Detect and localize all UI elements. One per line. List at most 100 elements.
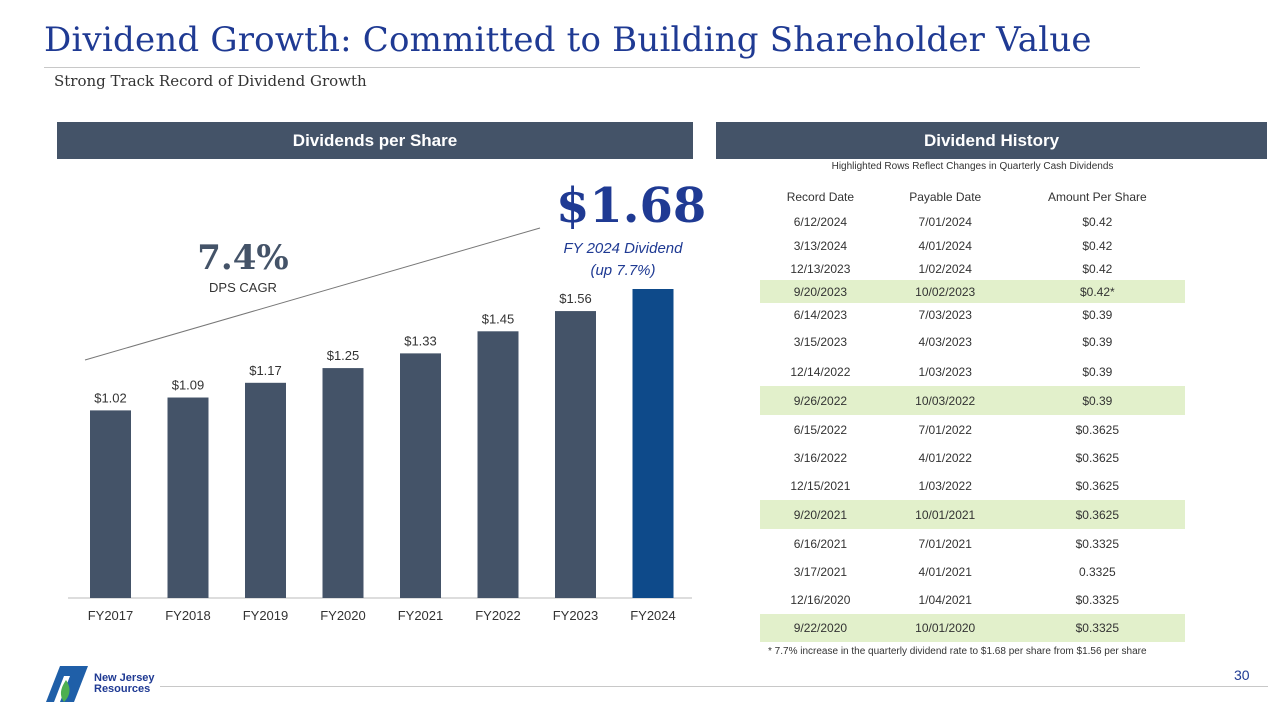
dividend-history-table: Record Date Payable Date Amount Per Shar… bbox=[760, 183, 1185, 642]
payable-date-cell: 10/02/2023 bbox=[880, 280, 1010, 303]
page-subtitle: Strong Track Record of Dividend Growth bbox=[54, 72, 367, 90]
bar-fy2019 bbox=[245, 382, 286, 598]
amount-cell: $0.3625 bbox=[1075, 422, 1120, 437]
payable-date-cell: 7/01/2024 bbox=[918, 215, 972, 229]
record-date-cell: 9/22/2020 bbox=[760, 614, 881, 642]
x-tick-fy2019: FY2019 bbox=[243, 608, 289, 623]
company-name: New Jersey Resources bbox=[94, 673, 155, 695]
record-date-cell: 12/15/2021 bbox=[790, 479, 851, 493]
bar-fy2024 bbox=[632, 289, 674, 598]
table-row: 9/22/2020 10/01/2020 $0.3325 bbox=[760, 614, 1185, 642]
data-label-fy2020: $1.25 bbox=[327, 348, 360, 363]
payable-date-cell: 7/01/2022 bbox=[918, 422, 972, 437]
data-label-fy2022: $1.45 bbox=[482, 311, 515, 326]
x-tick-fy2023: FY2023 bbox=[553, 608, 599, 623]
table-row: 12/14/2022 1/03/2023 $0.39 bbox=[760, 357, 1185, 386]
amount-cell: $0.3325 bbox=[1075, 593, 1120, 607]
amount-cell: $0.3625 bbox=[1075, 479, 1120, 493]
record-date-cell: 12/13/2023 bbox=[790, 261, 851, 276]
table-row: 6/14/2023 7/03/2023 $0.39 bbox=[760, 303, 1185, 326]
amount-cell: $0.42 bbox=[1082, 261, 1113, 276]
payable-date-cell: 7/01/2021 bbox=[918, 536, 972, 551]
bar-fy2023 bbox=[555, 311, 596, 598]
amount-cell: $0.3625 bbox=[1075, 451, 1120, 465]
record-date-cell: 3/16/2022 bbox=[793, 451, 848, 465]
x-tick-fy2017: FY2017 bbox=[88, 608, 134, 623]
x-tick-fy2020: FY2020 bbox=[320, 608, 366, 623]
table-row: 3/13/2024 4/01/2024 $0.42 bbox=[760, 234, 1185, 257]
page-title: Dividend Growth: Committed to Building S… bbox=[44, 20, 1092, 60]
title-divider bbox=[44, 67, 1140, 68]
fy2024-dividend-value: $1.68 bbox=[556, 178, 707, 234]
payable-date-cell: 4/01/2022 bbox=[918, 451, 972, 465]
amount-cell: $0.3625 bbox=[1009, 500, 1185, 529]
company-name-line-2: Resources bbox=[94, 683, 151, 695]
payable-date-cell: 4/03/2023 bbox=[918, 334, 972, 349]
fy2024-dividend-caption: FY 2024 Dividend (up 7.7%) bbox=[548, 238, 698, 282]
record-date-cell: 6/16/2021 bbox=[793, 536, 848, 551]
table-row: 3/17/2021 4/01/2021 0.3325 bbox=[760, 558, 1185, 586]
fy2024-dividend-label: FY 2024 Dividend bbox=[563, 240, 683, 257]
record-date-cell: 3/15/2023 bbox=[793, 334, 848, 349]
record-date-cell: 9/20/2023 bbox=[760, 280, 881, 303]
footnote: * 7.7% increase in the quarterly dividen… bbox=[768, 646, 1147, 657]
payable-date-cell: 10/03/2022 bbox=[880, 386, 1010, 415]
table-note: Highlighted Rows Reflect Changes in Quar… bbox=[831, 161, 1114, 172]
table-row: 12/15/2021 1/03/2022 $0.3625 bbox=[760, 472, 1185, 500]
bar-fy2022 bbox=[477, 331, 519, 598]
payable-date-cell: 1/03/2023 bbox=[918, 364, 972, 379]
cagr-trend-line bbox=[84, 227, 541, 361]
dividend-history-title: Dividend History bbox=[923, 130, 1060, 150]
company-name-line-1: New Jersey bbox=[94, 672, 155, 684]
bar-fy2020 bbox=[322, 368, 364, 598]
record-date-cell: 6/14/2023 bbox=[793, 307, 848, 322]
record-date-cell: 9/26/2022 bbox=[760, 386, 881, 415]
data-label-fy2017: $1.02 bbox=[94, 390, 127, 405]
table-row: 6/12/2024 7/01/2024 $0.42 bbox=[760, 210, 1185, 234]
dividends-per-share-title: Dividends per Share bbox=[292, 130, 458, 150]
amount-cell: $0.3325 bbox=[1009, 614, 1185, 642]
dividend-history-header: Dividend History bbox=[716, 122, 1267, 159]
payable-date-cell: 4/01/2024 bbox=[918, 238, 972, 253]
page-number: 30 bbox=[1234, 667, 1250, 683]
amount-cell: $0.39 bbox=[1009, 386, 1185, 415]
payable-date-cell: 10/01/2020 bbox=[880, 614, 1010, 642]
cagr-label: DPS CAGR bbox=[209, 280, 277, 295]
col-record-date: Record Date bbox=[786, 189, 855, 204]
amount-cell: $0.39 bbox=[1082, 364, 1113, 379]
bar-fy2018 bbox=[167, 397, 209, 598]
x-tick-fy2021: FY2021 bbox=[398, 608, 444, 623]
fy2024-dividend-change: (up 7.7%) bbox=[590, 262, 656, 279]
amount-cell: 0.3325 bbox=[1078, 565, 1116, 579]
amount-cell: $0.3325 bbox=[1075, 536, 1120, 551]
amount-cell: $0.39 bbox=[1082, 334, 1113, 349]
footer-divider bbox=[160, 686, 1268, 687]
company-logo bbox=[46, 666, 88, 702]
data-label-fy2018: $1.09 bbox=[172, 378, 205, 393]
table-row: 6/15/2022 7/01/2022 $0.3625 bbox=[760, 415, 1185, 444]
record-date-cell: 6/15/2022 bbox=[793, 422, 848, 437]
col-payable-date: Payable Date bbox=[909, 189, 982, 204]
payable-date-cell: 1/04/2021 bbox=[918, 593, 972, 607]
table-row: 9/20/2021 10/01/2021 $0.3625 bbox=[760, 500, 1185, 529]
cagr-value: 7.4% bbox=[197, 238, 289, 278]
table-header-row: Record Date Payable Date Amount Per Shar… bbox=[760, 183, 1185, 210]
record-date-cell: 12/14/2022 bbox=[790, 364, 851, 379]
bar-fy2017 bbox=[90, 410, 131, 598]
amount-cell: $0.39 bbox=[1082, 307, 1113, 322]
amount-cell: $0.42 bbox=[1082, 238, 1113, 253]
payable-date-cell: 1/02/2024 bbox=[918, 261, 972, 276]
table-row: 3/16/2022 4/01/2022 $0.3625 bbox=[760, 444, 1185, 472]
x-tick-fy2022: FY2022 bbox=[475, 608, 521, 623]
table-row: 6/16/2021 7/01/2021 $0.3325 bbox=[760, 529, 1185, 558]
col-amount-per-share: Amount Per Share bbox=[1047, 189, 1147, 204]
record-date-cell: 9/20/2021 bbox=[760, 500, 881, 529]
dividends-per-share-header: Dividends per Share bbox=[57, 122, 693, 159]
data-label-fy2021: $1.33 bbox=[404, 333, 437, 348]
record-date-cell: 3/13/2024 bbox=[793, 238, 848, 253]
record-date-cell: 12/16/2020 bbox=[790, 593, 851, 607]
table-row: 12/16/2020 1/04/2021 $0.3325 bbox=[760, 586, 1185, 614]
table-row: 12/13/2023 1/02/2024 $0.42 bbox=[760, 257, 1185, 280]
payable-date-cell: 1/03/2022 bbox=[918, 479, 972, 493]
x-tick-fy2024: FY2024 bbox=[630, 608, 676, 623]
